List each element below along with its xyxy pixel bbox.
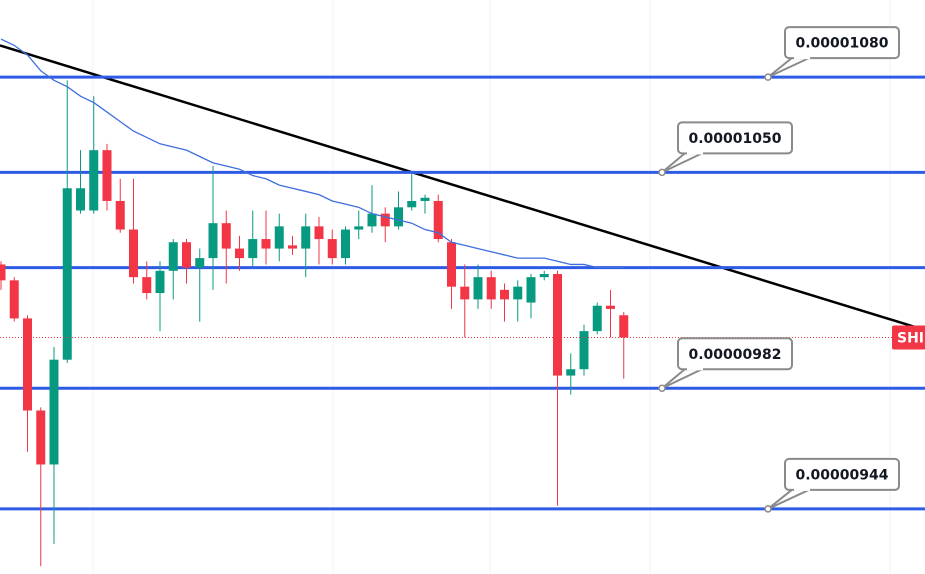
trendline xyxy=(0,44,925,332)
callout-label: 0.00000944 xyxy=(796,467,889,483)
callout-anchor xyxy=(764,505,772,513)
callout-box xyxy=(677,337,793,371)
candle-body xyxy=(0,264,6,281)
callout-box xyxy=(784,457,900,491)
candle-body xyxy=(380,213,390,227)
candle-body xyxy=(288,245,297,249)
callout-label: 0.00000982 xyxy=(689,347,782,363)
callout-anchor xyxy=(764,73,772,81)
candle-body xyxy=(460,286,470,300)
callout-box xyxy=(677,121,793,155)
candle-body xyxy=(341,229,350,259)
candle-body xyxy=(500,289,509,300)
candle-body xyxy=(248,239,258,259)
candle-body xyxy=(301,226,311,249)
candle-body xyxy=(155,270,165,294)
moving-average xyxy=(0,38,624,269)
candle-body xyxy=(102,150,112,201)
candle-body xyxy=(142,277,152,294)
candle-body xyxy=(261,239,271,249)
candle-body xyxy=(486,277,496,300)
callout-mask xyxy=(687,366,703,371)
callout-label: 0.00001080 xyxy=(796,36,889,52)
callout-mask xyxy=(794,486,810,491)
candle-body xyxy=(327,239,337,259)
candle-body xyxy=(526,277,536,303)
candle-body xyxy=(394,207,403,227)
symbol-badge xyxy=(892,325,925,350)
candle-body xyxy=(566,369,576,376)
callout-label: 0.00001050 xyxy=(689,131,782,147)
candle-body xyxy=(9,280,19,319)
callout-mask xyxy=(794,55,810,60)
candle-body xyxy=(274,226,284,249)
candle-body xyxy=(592,305,602,332)
callout-anchor xyxy=(658,384,666,393)
candle-body xyxy=(221,223,231,249)
candle-body xyxy=(473,277,483,300)
candle-body xyxy=(367,213,377,227)
candle-body xyxy=(513,286,523,300)
candle-body xyxy=(23,318,32,411)
candle-body xyxy=(195,258,205,268)
callout-anchor xyxy=(658,168,666,177)
candle-body xyxy=(314,226,324,240)
candle-body xyxy=(208,223,218,259)
candle-body xyxy=(354,226,364,230)
callout-mask xyxy=(687,150,703,155)
candle-body xyxy=(579,331,589,370)
candle-body xyxy=(182,242,191,268)
candle-body xyxy=(49,359,59,465)
candle-body xyxy=(447,242,456,287)
candle-body xyxy=(62,188,72,360)
candle-body xyxy=(553,273,562,376)
candle-body xyxy=(36,410,46,465)
callout-box xyxy=(784,26,900,60)
candle-body xyxy=(539,273,549,278)
symbol-label: SHI xyxy=(897,330,924,346)
candle-body xyxy=(129,229,138,278)
callout-pointer xyxy=(661,367,705,390)
candle-body xyxy=(606,305,615,309)
candle-body xyxy=(168,242,178,271)
candle-body xyxy=(407,200,417,208)
candle-body xyxy=(619,315,629,338)
candle-body xyxy=(420,197,430,201)
callout-pointer xyxy=(661,151,705,174)
callout-pointer xyxy=(767,56,812,79)
candle-body xyxy=(76,188,85,211)
candle-body xyxy=(433,200,443,240)
candle-body xyxy=(115,200,125,230)
candle-body xyxy=(89,150,99,211)
callout-pointer xyxy=(767,487,812,510)
candle-body xyxy=(235,248,244,259)
